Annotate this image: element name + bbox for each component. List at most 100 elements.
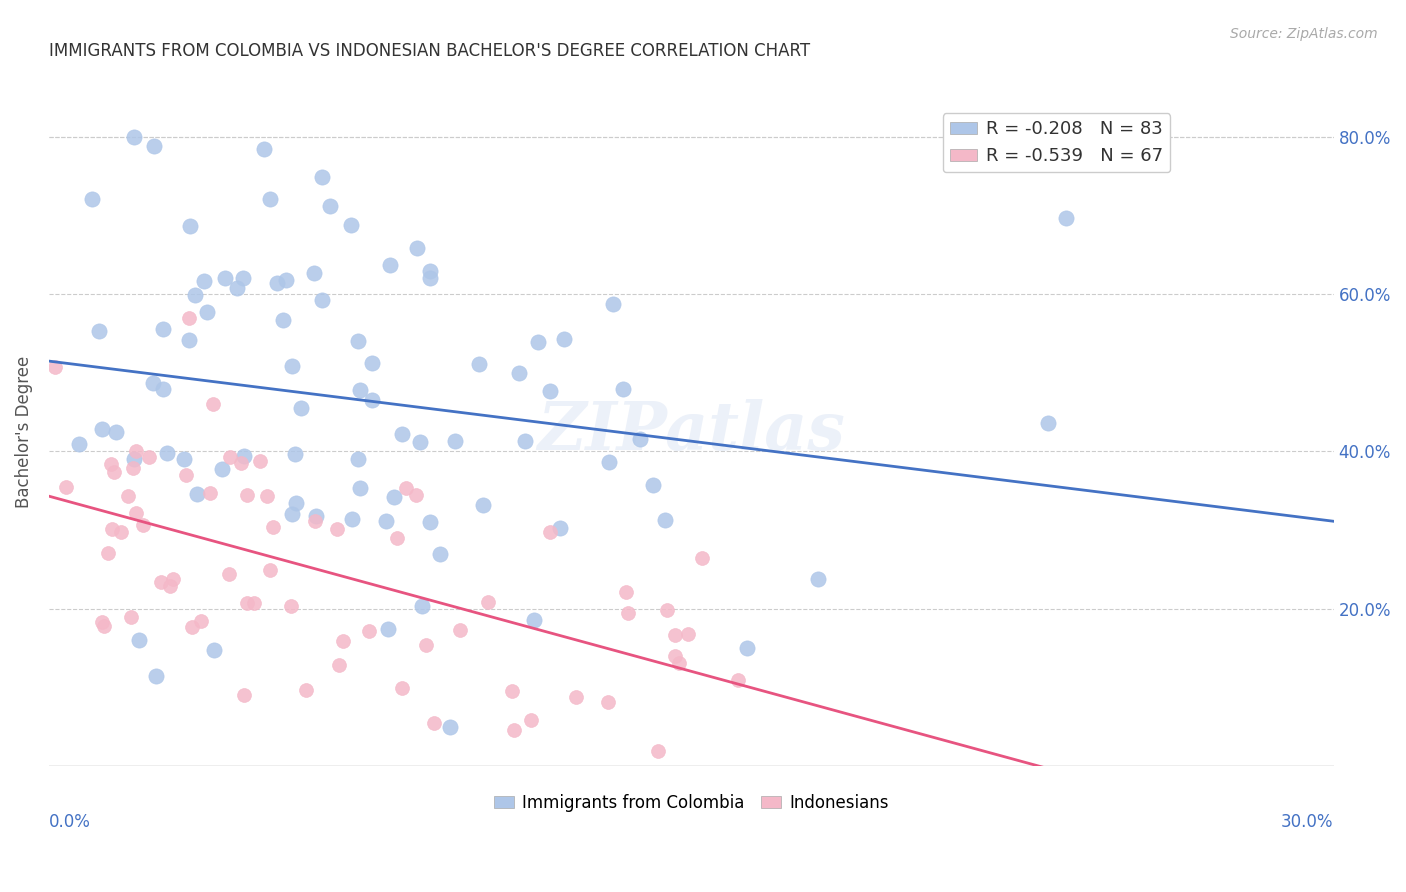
Text: Source: ZipAtlas.com: Source: ZipAtlas.com bbox=[1230, 27, 1378, 41]
Point bbox=[262, 520, 284, 534]
Point bbox=[117, 489, 139, 503]
Point bbox=[280, 507, 302, 521]
Point bbox=[374, 514, 396, 528]
Point bbox=[340, 218, 363, 232]
Point bbox=[122, 452, 145, 467]
Point bbox=[242, 596, 264, 610]
Point bbox=[468, 357, 491, 371]
Point bbox=[538, 525, 561, 540]
Point bbox=[105, 425, 128, 440]
Y-axis label: Bachelor's Degree: Bachelor's Degree bbox=[15, 356, 32, 508]
Point bbox=[641, 477, 664, 491]
Point bbox=[346, 451, 368, 466]
Point bbox=[177, 310, 200, 325]
Point bbox=[477, 595, 499, 609]
Point bbox=[664, 649, 686, 664]
Point bbox=[110, 525, 132, 540]
Point bbox=[218, 567, 240, 582]
Point bbox=[145, 669, 167, 683]
Point bbox=[328, 657, 350, 672]
Point bbox=[657, 603, 679, 617]
Point bbox=[252, 142, 274, 156]
Point bbox=[159, 579, 181, 593]
Point bbox=[628, 432, 651, 446]
Point bbox=[179, 333, 201, 347]
Point bbox=[419, 515, 441, 529]
Point bbox=[259, 192, 281, 206]
Point bbox=[256, 489, 278, 503]
Point bbox=[391, 681, 413, 695]
Point bbox=[55, 480, 77, 494]
Point bbox=[89, 324, 111, 338]
Point bbox=[391, 426, 413, 441]
Point bbox=[342, 512, 364, 526]
Point bbox=[152, 322, 174, 336]
Point bbox=[409, 434, 432, 449]
Point bbox=[186, 487, 208, 501]
Point bbox=[520, 713, 543, 727]
Point bbox=[538, 384, 561, 399]
Point bbox=[284, 447, 307, 461]
Point bbox=[219, 450, 242, 465]
Point bbox=[654, 514, 676, 528]
Point bbox=[90, 422, 112, 436]
Point bbox=[100, 457, 122, 471]
Point bbox=[162, 573, 184, 587]
Point bbox=[152, 382, 174, 396]
Point bbox=[444, 434, 467, 448]
Point bbox=[67, 436, 90, 450]
Point bbox=[614, 585, 637, 599]
Point bbox=[311, 293, 333, 307]
Point bbox=[602, 297, 624, 311]
Point bbox=[501, 684, 523, 698]
Point bbox=[236, 596, 259, 610]
Point bbox=[523, 613, 546, 627]
Point bbox=[280, 599, 302, 613]
Point bbox=[553, 332, 575, 346]
Point bbox=[138, 450, 160, 464]
Point bbox=[598, 454, 620, 468]
Point bbox=[395, 482, 418, 496]
Point bbox=[122, 129, 145, 144]
Point bbox=[174, 468, 197, 483]
Point bbox=[201, 397, 224, 411]
Point bbox=[1036, 416, 1059, 430]
Point bbox=[249, 454, 271, 468]
Legend: Immigrants from Colombia, Indonesians: Immigrants from Colombia, Indonesians bbox=[486, 787, 896, 818]
Point bbox=[668, 656, 690, 670]
Point bbox=[735, 641, 758, 656]
Point bbox=[439, 720, 461, 734]
Point bbox=[526, 334, 548, 349]
Point bbox=[184, 288, 207, 302]
Point bbox=[125, 506, 148, 520]
Point bbox=[125, 444, 148, 458]
Point bbox=[190, 614, 212, 628]
Point bbox=[384, 490, 406, 504]
Text: ZIPatlas: ZIPatlas bbox=[537, 400, 845, 464]
Point bbox=[612, 383, 634, 397]
Point bbox=[271, 313, 294, 327]
Point bbox=[503, 723, 526, 737]
Point bbox=[449, 624, 471, 638]
Point bbox=[415, 639, 437, 653]
Point bbox=[360, 392, 382, 407]
Point bbox=[285, 496, 308, 510]
Point bbox=[93, 619, 115, 633]
Point bbox=[180, 620, 202, 634]
Point bbox=[198, 486, 221, 500]
Point bbox=[195, 304, 218, 318]
Point bbox=[142, 376, 165, 390]
Point bbox=[419, 270, 441, 285]
Point bbox=[233, 449, 256, 463]
Point bbox=[419, 264, 441, 278]
Point bbox=[548, 521, 571, 535]
Point bbox=[349, 383, 371, 397]
Point bbox=[1054, 211, 1077, 226]
Point bbox=[179, 219, 201, 233]
Point bbox=[44, 359, 66, 374]
Point bbox=[274, 273, 297, 287]
Point bbox=[411, 599, 433, 613]
Point bbox=[214, 271, 236, 285]
Point bbox=[472, 498, 495, 512]
Point bbox=[405, 488, 427, 502]
